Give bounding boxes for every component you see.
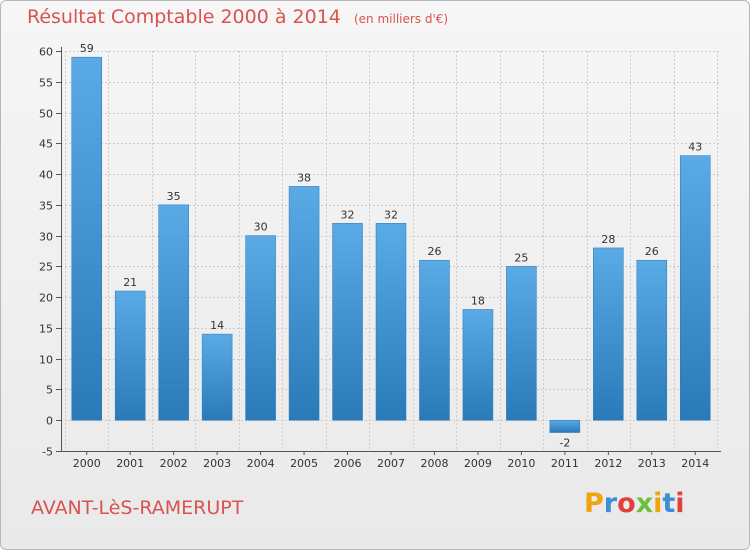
data-label-2008: 26 [427, 245, 441, 258]
x-tick-label-2003: 2003 [203, 457, 231, 470]
y-tick-label: 5 [46, 384, 53, 397]
bar-2000 [71, 56, 102, 421]
data-label-2005: 38 [297, 171, 311, 184]
bar-2002 [158, 204, 189, 421]
x-tick-label-2005: 2005 [290, 457, 318, 470]
x-tick-label-2011: 2011 [551, 457, 579, 470]
data-label-2004: 30 [254, 221, 268, 234]
x-tick-label-2012: 2012 [594, 457, 622, 470]
x-tick-label-2010: 2010 [507, 457, 535, 470]
y-tick-label: 60 [39, 46, 53, 59]
x-tick-label-2006: 2006 [334, 457, 362, 470]
y-tick-label: 45 [39, 138, 53, 151]
y-tick-label: 50 [39, 108, 53, 121]
logo-letter: t [662, 488, 676, 519]
bar-2004 [245, 235, 276, 421]
data-label-2002: 35 [167, 190, 181, 203]
bar-2011 [549, 419, 581, 433]
axes: -5 0 5 10 15 20 25 30 35 40 45 50 55 60 2000 2001 2002 20… [39, 46, 721, 470]
logo-letter: i [675, 488, 685, 519]
data-label-2014: 43 [688, 141, 702, 154]
y-tick-label: -5 [42, 446, 53, 459]
bar-2007 [375, 223, 407, 421]
proxiti-logo[interactable]: Proxiti [584, 488, 685, 519]
data-label-2001: 21 [123, 276, 137, 289]
x-tick-label-2009: 2009 [464, 457, 492, 470]
bar-2001 [114, 290, 146, 421]
data-label-2011: -2 [559, 437, 570, 450]
logo-letter: x [635, 488, 654, 519]
bar-2014 [680, 155, 711, 421]
bar-2005 [288, 186, 320, 421]
y-tick-label: 10 [39, 354, 53, 367]
bar-2013 [636, 259, 668, 421]
y-tick-label: 25 [39, 261, 53, 274]
logo-letter: P [584, 488, 604, 519]
data-label-2006: 32 [341, 208, 355, 221]
y-tick-label: 15 [39, 323, 53, 336]
bar-2008 [419, 259, 450, 421]
bar-2010 [506, 266, 537, 421]
x-tick-label-2007: 2007 [377, 457, 405, 470]
logo-letter: i [653, 488, 663, 519]
data-label-2000: 59 [80, 42, 94, 55]
data-label-2003: 14 [210, 319, 224, 332]
bar-2006 [332, 223, 363, 421]
x-tick-label-2013: 2013 [638, 457, 666, 470]
y-tick-label: 55 [39, 77, 53, 90]
y-tick-label: 0 [46, 415, 53, 428]
town-name: AVANT-LèS-RAMERUPT [31, 497, 244, 519]
data-label-2010: 25 [514, 251, 528, 264]
x-tick-label-2000: 2000 [73, 457, 101, 470]
x-tick-label-2002: 2002 [160, 457, 188, 470]
x-tick-label-2001: 2001 [116, 457, 144, 470]
x-tick-label-2014: 2014 [681, 457, 709, 470]
title-main: Résultat Comptable 2000 à 2014 [27, 6, 341, 28]
y-tick-label: 35 [39, 200, 53, 213]
bar-2009 [462, 309, 494, 421]
title-subtitle: (en milliers d'€) [353, 12, 449, 26]
labels: 59 21 35 14 30 38 32 32 26 18 25 -2 28 26 43 [80, 42, 703, 449]
x-tick-label-2008: 2008 [420, 457, 448, 470]
bar-2012 [593, 247, 624, 421]
bar-2003 [201, 333, 233, 421]
y-tick-label: 40 [39, 169, 53, 182]
data-label-2012: 28 [601, 233, 615, 246]
bars [71, 56, 711, 433]
x-tick-label-2004: 2004 [247, 457, 275, 470]
logo-letter: o [617, 488, 636, 519]
data-label-2009: 18 [471, 294, 485, 307]
data-label-2007: 32 [384, 208, 398, 221]
y-tick-label: 20 [39, 292, 53, 305]
logo-letter: r [603, 488, 618, 519]
data-label-2013: 26 [645, 245, 659, 258]
chart-title: Résultat Comptable 2000 à 2014 (en milli… [27, 6, 448, 28]
y-tick-label: 30 [39, 231, 53, 244]
